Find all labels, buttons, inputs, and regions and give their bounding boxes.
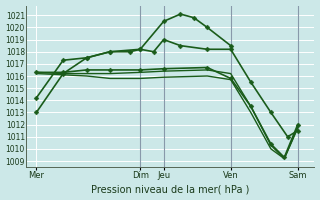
X-axis label: Pression niveau de la mer( hPa ): Pression niveau de la mer( hPa ) — [91, 184, 250, 194]
